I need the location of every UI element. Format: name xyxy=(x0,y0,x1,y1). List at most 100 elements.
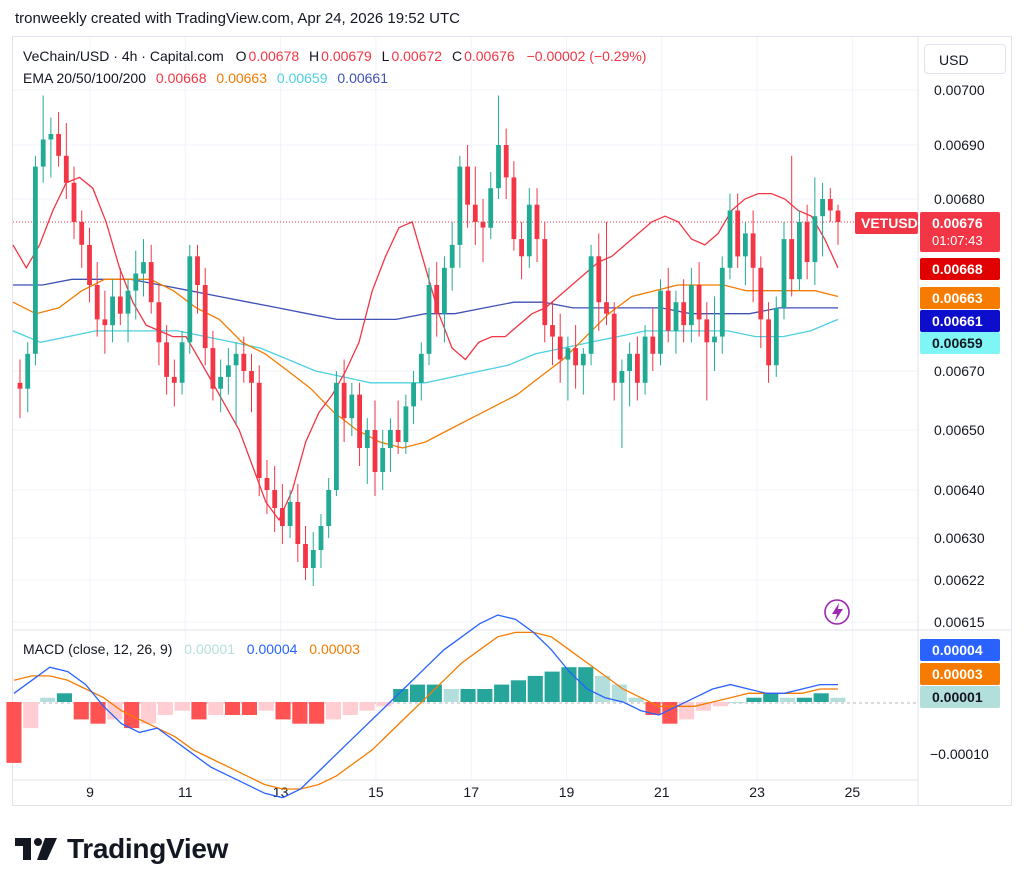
candle-body-16 xyxy=(141,262,146,274)
x-tick-5: 19 xyxy=(559,784,575,800)
legend-change: −0.00002 (−0.29%) xyxy=(526,48,647,64)
candle-body-96 xyxy=(758,267,764,320)
candle-body-17 xyxy=(148,262,154,303)
candle-body-79 xyxy=(627,353,632,371)
macd-hist-bar-32 xyxy=(544,671,560,702)
candle-body-77 xyxy=(611,313,617,383)
candle-body-9 xyxy=(87,244,92,285)
macd-hist-bar-0 xyxy=(6,702,22,763)
candle-body-47 xyxy=(380,448,386,472)
price-tick-7: 0.00622 xyxy=(934,572,985,588)
macd-hist-value: 0.00001 xyxy=(184,641,235,657)
macd-hist-bar-47 xyxy=(796,697,812,702)
candle-body-25 xyxy=(210,348,216,389)
legend-high: 0.00679 xyxy=(321,48,372,64)
macd-hist-bar-33 xyxy=(561,667,577,702)
macd-hist-bar-45 xyxy=(763,693,779,702)
last-price-tag: 0.00676 01:07:43 xyxy=(920,212,1000,252)
candle-body-24 xyxy=(202,285,208,349)
candle-body-80 xyxy=(635,353,640,383)
legend-close: 0.00676 xyxy=(464,48,515,64)
macd-hist-bar-28 xyxy=(477,689,493,702)
candle-body-23 xyxy=(195,256,200,285)
macd-hist-bar-20 xyxy=(342,702,358,715)
candle-body-35 xyxy=(287,502,293,526)
candle-body-7 xyxy=(71,182,77,222)
candle-body-37 xyxy=(303,544,308,568)
macd-hist-bar-37 xyxy=(628,697,644,702)
candle-body-18 xyxy=(156,302,162,343)
candle-body-103 xyxy=(812,216,818,263)
candle-body-58 xyxy=(465,166,470,205)
candle-body-43 xyxy=(349,394,355,419)
candle-body-6 xyxy=(63,155,69,183)
candle-body-106 xyxy=(835,210,841,222)
candle-body-68 xyxy=(542,239,548,326)
price-tick-4: 0.00650 xyxy=(934,422,985,438)
ema200-tag: 0.00661 xyxy=(920,310,1000,332)
candle-body-73 xyxy=(580,353,586,366)
candle-body-97 xyxy=(766,319,771,366)
candle-body-84 xyxy=(665,290,671,331)
candle-body-60 xyxy=(480,221,486,228)
candle-body-28 xyxy=(233,353,239,366)
macd-hist-bar-44 xyxy=(746,697,762,702)
macd-hist-bar-42 xyxy=(712,702,728,707)
ema50-tag: 0.00663 xyxy=(920,287,1000,309)
candle-body-85 xyxy=(673,302,679,331)
candle-body-94 xyxy=(743,233,748,257)
candle-body-59 xyxy=(472,204,478,222)
ema100-value: 0.00659 xyxy=(276,70,328,86)
candle-body-104 xyxy=(820,199,825,217)
candle-body-14 xyxy=(125,290,131,314)
tradingview-logo-icon xyxy=(15,838,57,860)
macd-hist-bar-41 xyxy=(695,702,711,711)
candle-body-54 xyxy=(434,285,440,314)
x-tick-6: 21 xyxy=(654,784,670,800)
price-legend: VeChain/USD · 4h · Capital.com O 0.00678 … xyxy=(23,48,648,64)
candle-body-31 xyxy=(256,382,262,478)
macd-label: MACD (close, 12, 26, 9) xyxy=(23,641,173,657)
candle-body-48 xyxy=(388,430,393,448)
macd-signal-line xyxy=(13,631,838,790)
macd-hist-bar-1 xyxy=(23,702,39,729)
price-tick-2: 0.00680 xyxy=(934,191,985,207)
currency-button[interactable]: USD xyxy=(924,44,1006,74)
macd-hist-bar-31 xyxy=(527,675,543,702)
price-tick-8: 0.00615 xyxy=(934,614,985,630)
legend-open: 0.00678 xyxy=(248,48,300,64)
candle-body-36 xyxy=(295,502,301,544)
macd-hist-bar-43 xyxy=(729,702,745,703)
price-tick-3: 0.00670 xyxy=(934,363,985,379)
macd-hist-bar-2 xyxy=(40,697,56,702)
candle-body-82 xyxy=(650,336,656,354)
x-tick-8: 25 xyxy=(845,784,861,800)
candle-body-13 xyxy=(117,296,123,314)
candle-body-102 xyxy=(804,221,810,262)
candle-body-49 xyxy=(395,430,401,442)
macd-hist-bar-26 xyxy=(443,689,459,702)
legend-l-label: L xyxy=(381,48,390,64)
candle-body-86 xyxy=(681,302,687,326)
candle-body-0 xyxy=(17,382,23,389)
candle-body-5 xyxy=(56,134,61,156)
candle-body-92 xyxy=(727,210,733,268)
candle-body-21 xyxy=(179,342,185,383)
macd-hist-bar-21 xyxy=(359,702,375,711)
macd-hist-bar-5 xyxy=(90,702,106,724)
candle-body-101 xyxy=(797,221,802,280)
macd-hist-bar-3 xyxy=(56,693,72,702)
x-tick-1: 11 xyxy=(178,784,193,800)
price-tick-9: 0.00608 xyxy=(934,0,985,3)
macd-hist-bar-11 xyxy=(191,702,207,720)
candle-body-33 xyxy=(272,490,278,508)
candle-body-78 xyxy=(619,371,625,383)
ema100-tag: 0.00659 xyxy=(920,332,1000,354)
candle-body-69 xyxy=(550,325,555,337)
x-tick-3: 15 xyxy=(368,784,384,800)
candle-body-10 xyxy=(94,285,100,320)
macd-hist-bar-27 xyxy=(460,689,476,702)
lightning-icon xyxy=(824,599,850,625)
candle-body-100 xyxy=(789,239,795,280)
